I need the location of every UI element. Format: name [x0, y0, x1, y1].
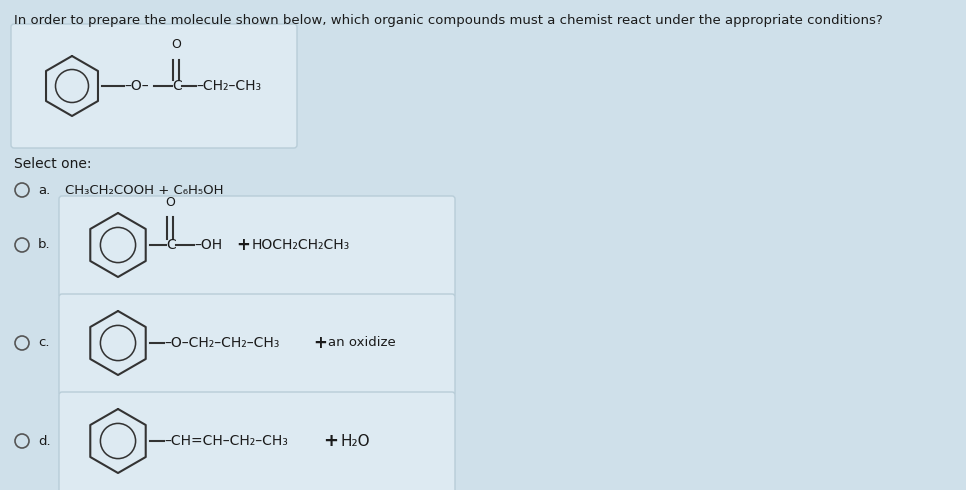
Text: H₂O: H₂O [340, 434, 370, 448]
Text: C: C [166, 238, 176, 252]
Text: +: + [236, 236, 250, 254]
Text: –CH₂–CH₃: –CH₂–CH₃ [196, 79, 261, 93]
Text: Select one:: Select one: [14, 157, 92, 171]
Text: –O–CH₂–CH₂–CH₃: –O–CH₂–CH₂–CH₃ [164, 336, 279, 350]
Circle shape [15, 183, 29, 197]
Circle shape [15, 336, 29, 350]
Text: c.: c. [38, 337, 49, 349]
Text: +: + [323, 432, 338, 450]
Text: b.: b. [38, 239, 50, 251]
Text: –OH: –OH [194, 238, 222, 252]
Text: d.: d. [38, 435, 50, 447]
FancyBboxPatch shape [59, 294, 455, 395]
Text: HOCH₂CH₂CH₃: HOCH₂CH₂CH₃ [252, 238, 351, 252]
Text: –CH=CH–CH₂–CH₃: –CH=CH–CH₂–CH₃ [164, 434, 288, 448]
Text: +: + [313, 334, 327, 352]
Text: CH₃CH₂COOH + C₆H₅OH: CH₃CH₂COOH + C₆H₅OH [65, 183, 223, 196]
Text: C: C [172, 79, 182, 93]
Text: –O–: –O– [124, 79, 149, 93]
FancyBboxPatch shape [59, 392, 455, 490]
FancyBboxPatch shape [11, 24, 297, 148]
Circle shape [15, 238, 29, 252]
Text: In order to prepare the molecule shown below, which organic compounds must a che: In order to prepare the molecule shown b… [14, 14, 883, 27]
FancyBboxPatch shape [59, 196, 455, 297]
Circle shape [15, 434, 29, 448]
Text: O: O [165, 196, 175, 209]
Text: an oxidize: an oxidize [328, 337, 396, 349]
Text: O: O [171, 38, 181, 51]
Text: a.: a. [38, 183, 50, 196]
